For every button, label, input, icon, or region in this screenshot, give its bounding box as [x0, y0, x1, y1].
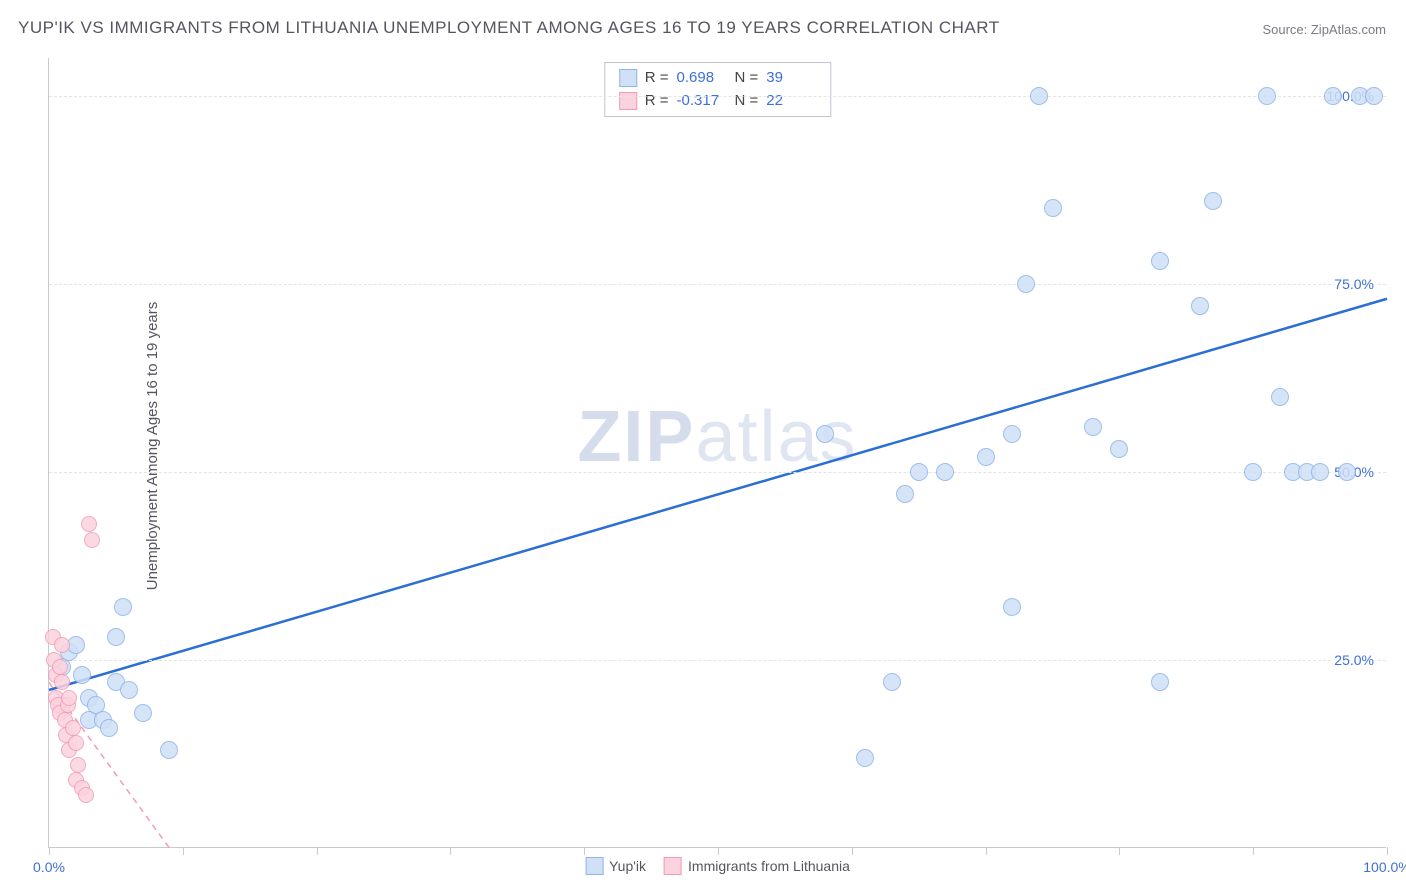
x-tick — [584, 847, 585, 855]
point-yupik — [1244, 463, 1262, 481]
y-tick-label: 25.0% — [1332, 652, 1376, 668]
point-yupik — [1271, 388, 1289, 406]
point-yupik — [1003, 598, 1021, 616]
point-yupik — [1003, 425, 1021, 443]
x-tick — [986, 847, 987, 855]
point-yupik — [896, 485, 914, 503]
point-lithuania — [65, 720, 81, 736]
point-yupik — [1084, 418, 1102, 436]
gridline — [49, 472, 1386, 473]
point-yupik — [936, 463, 954, 481]
point-yupik — [1044, 199, 1062, 217]
x-tick — [852, 847, 853, 855]
legend-stats: R =0.698N =39R =-0.317N =22 — [604, 62, 832, 117]
regression-line-yupik — [49, 299, 1387, 690]
point-lithuania — [78, 787, 94, 803]
legend-stat-row-yupik: R =0.698N =39 — [619, 67, 817, 90]
point-yupik — [1311, 463, 1329, 481]
x-tick — [183, 847, 184, 855]
point-yupik — [856, 749, 874, 767]
point-lithuania — [70, 757, 86, 773]
point-yupik — [1204, 192, 1222, 210]
point-yupik — [160, 741, 178, 759]
point-yupik — [1030, 87, 1048, 105]
point-yupik — [1258, 87, 1276, 105]
point-yupik — [1324, 87, 1342, 105]
point-yupik — [1017, 275, 1035, 293]
point-yupik — [1338, 463, 1356, 481]
plot-area: ZIPatlas R =0.698N =39R =-0.317N =22 Yup… — [48, 58, 1386, 848]
legend-swatch-lithuania — [619, 92, 637, 110]
point-yupik — [1151, 252, 1169, 270]
point-yupik — [883, 673, 901, 691]
point-lithuania — [54, 637, 70, 653]
point-lithuania — [81, 516, 97, 532]
point-yupik — [1365, 87, 1383, 105]
legend-stat-row-lithuania: R =-0.317N =22 — [619, 90, 817, 113]
point-yupik — [107, 628, 125, 646]
x-tick-label: 0.0% — [33, 859, 65, 875]
x-tick — [450, 847, 451, 855]
x-tick — [718, 847, 719, 855]
point-yupik — [910, 463, 928, 481]
gridline — [49, 284, 1386, 285]
point-yupik — [100, 719, 118, 737]
regression-lines — [49, 58, 1386, 847]
point-yupik — [1191, 297, 1209, 315]
source-label: Source: ZipAtlas.com — [1262, 22, 1386, 37]
legend-swatch-yupik — [619, 69, 637, 87]
legend-item-lithuania: Immigrants from Lithuania — [664, 857, 850, 875]
legend-swatch-yupik — [585, 857, 603, 875]
point-lithuania — [52, 659, 68, 675]
point-yupik — [114, 598, 132, 616]
y-tick-label: 75.0% — [1332, 276, 1376, 292]
point-lithuania — [54, 674, 70, 690]
x-tick — [1253, 847, 1254, 855]
point-lithuania — [84, 532, 100, 548]
point-yupik — [1151, 673, 1169, 691]
legend-series: Yup'ik Immigrants from Lithuania — [585, 857, 850, 875]
x-tick — [317, 847, 318, 855]
point-yupik — [120, 681, 138, 699]
x-tick — [1387, 847, 1388, 855]
x-tick — [49, 847, 50, 855]
point-lithuania — [68, 735, 84, 751]
point-yupik — [977, 448, 995, 466]
point-yupik — [134, 704, 152, 722]
gridline — [49, 96, 1386, 97]
x-tick — [1119, 847, 1120, 855]
point-yupik — [816, 425, 834, 443]
x-tick-label: 100.0% — [1363, 859, 1406, 875]
legend-swatch-lithuania — [664, 857, 682, 875]
point-lithuania — [61, 690, 77, 706]
legend-item-yupik: Yup'ik — [585, 857, 646, 875]
gridline — [49, 660, 1386, 661]
point-yupik — [73, 666, 91, 684]
point-yupik — [1110, 440, 1128, 458]
chart-title: YUP'IK VS IMMIGRANTS FROM LITHUANIA UNEM… — [18, 18, 1000, 38]
